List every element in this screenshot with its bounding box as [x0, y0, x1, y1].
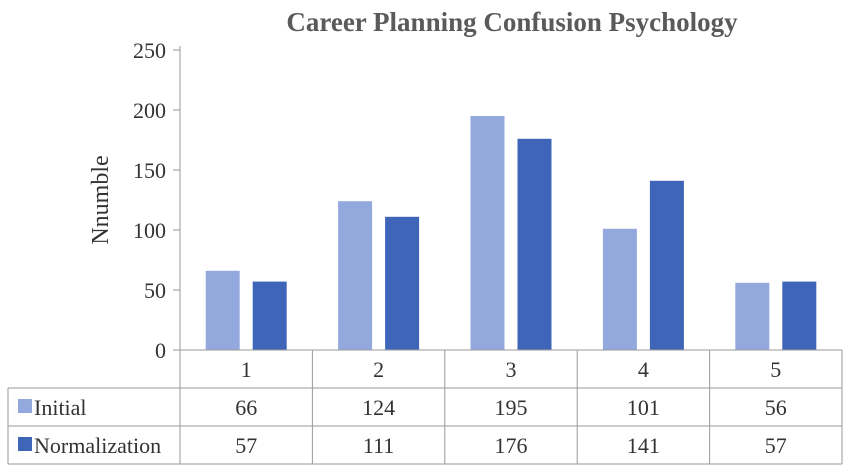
legend-key-normalization [18, 437, 32, 451]
data-label: 66 [235, 395, 257, 420]
y-tick-label: 200 [133, 98, 166, 123]
y-axis-label: Nnumble [88, 155, 114, 244]
data-label: 141 [627, 433, 660, 458]
y-tick-label: 250 [133, 38, 166, 63]
data-label: 195 [495, 395, 528, 420]
bar-initial-2 [338, 201, 373, 350]
data-label: 176 [495, 433, 528, 458]
y-tick-label: 50 [144, 278, 166, 303]
bar-normalization-4 [649, 180, 684, 350]
legend-label-normalization: Normalization [34, 433, 161, 458]
data-label: 57 [765, 433, 787, 458]
data-label: 56 [765, 395, 787, 420]
data-label: 101 [627, 395, 660, 420]
legend-label-initial: Initial [34, 395, 87, 420]
x-tick-label: 1 [241, 357, 252, 382]
data-label: 124 [362, 395, 395, 420]
x-tick-label: 3 [506, 357, 517, 382]
bar-initial-1 [205, 270, 240, 350]
data-label: 111 [363, 433, 394, 458]
x-tick-label: 4 [638, 357, 649, 382]
bar-normalization-1 [252, 281, 287, 350]
bar-normalization-5 [782, 281, 817, 350]
bar-initial-3 [470, 116, 505, 350]
y-tick-label: 150 [133, 158, 166, 183]
y-tick-label: 100 [133, 218, 166, 243]
bar-normalization-3 [517, 138, 552, 350]
x-tick-label: 5 [770, 357, 781, 382]
bar-normalization-2 [385, 216, 420, 350]
x-tick-label: 2 [373, 357, 384, 382]
bar-initial-5 [735, 282, 770, 350]
data-label: 57 [235, 433, 257, 458]
bar-initial-4 [602, 228, 637, 350]
legend-key-initial [18, 399, 32, 413]
chart-title: Career Planning Confusion Psychology [286, 7, 738, 37]
y-tick-label: 0 [155, 338, 166, 363]
